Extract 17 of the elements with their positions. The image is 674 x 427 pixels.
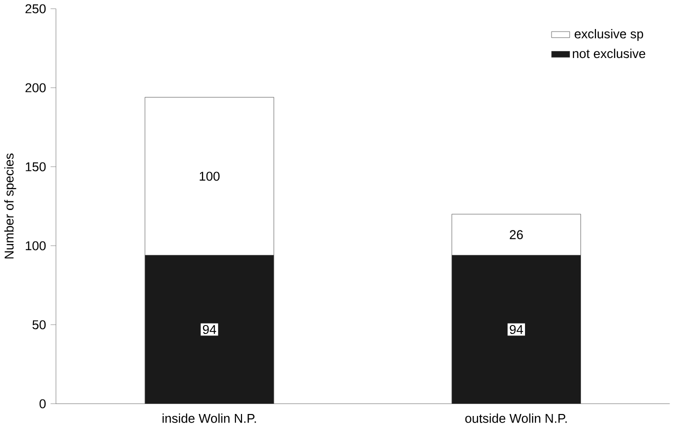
x-tick-label: outside Wolin N.P. bbox=[465, 413, 567, 423]
legend-label: not exclusive bbox=[572, 48, 646, 58]
legend-label: exclusive sp bbox=[574, 28, 644, 41]
y-axis-title: Number of species bbox=[4, 153, 16, 258]
bar bbox=[452, 254, 581, 404]
y-tick-label: 150 bbox=[26, 162, 46, 172]
data-label: 26 bbox=[510, 230, 523, 240]
bar bbox=[144, 254, 274, 404]
y-tick-label: 50 bbox=[32, 320, 46, 330]
y-tick-label: 0 bbox=[40, 399, 46, 408]
y-tick-label: 200 bbox=[26, 83, 46, 92]
x-tick-label: inside Wolin N.P. bbox=[162, 413, 256, 423]
y-tick-label: 250 bbox=[26, 4, 46, 14]
y-tick-label: 100 bbox=[26, 241, 46, 250]
data-label: 100 bbox=[200, 172, 220, 181]
data-label: 94 bbox=[510, 324, 524, 334]
data-label: 94 bbox=[202, 324, 216, 334]
